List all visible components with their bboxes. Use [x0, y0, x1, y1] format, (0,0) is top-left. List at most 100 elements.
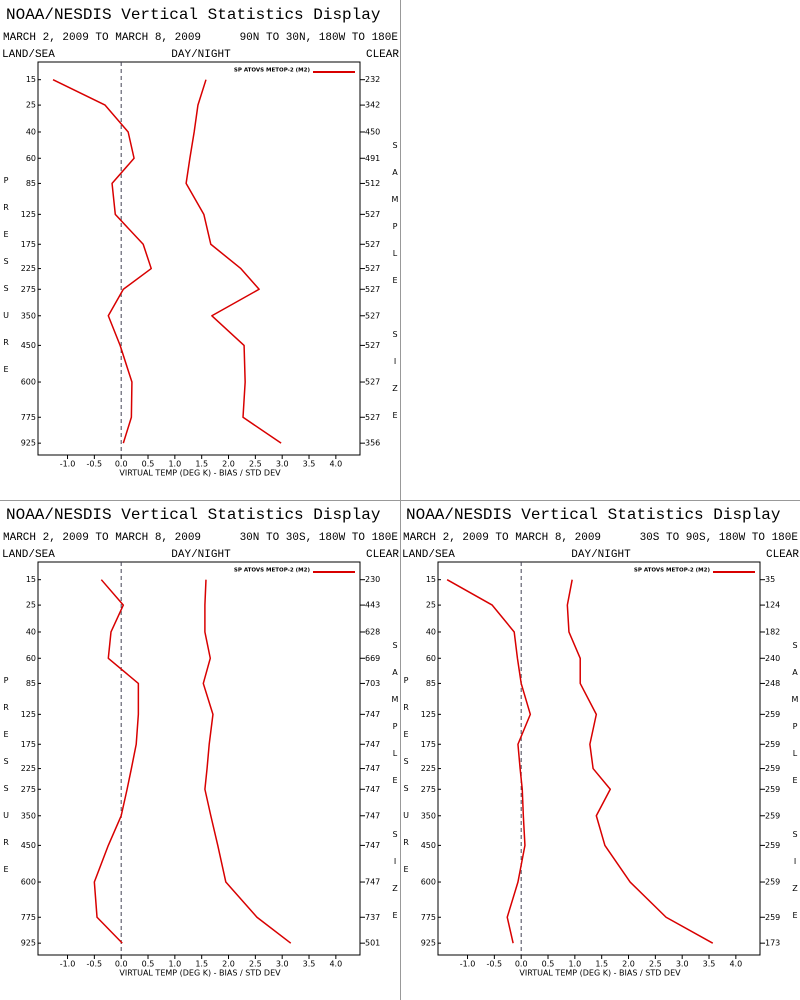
sample-size: 747 [365, 878, 380, 887]
y-tick-label: 25 [426, 601, 436, 610]
y-tick-label: 125 [21, 710, 36, 719]
sample-size: 35 [765, 575, 775, 584]
sample-size: 230 [365, 575, 380, 584]
y-tick-label: 60 [26, 654, 36, 663]
y-tick-label: 40 [426, 627, 436, 636]
y-tick-label: 15 [26, 575, 36, 584]
sample-size: 747 [365, 764, 380, 773]
sample-size: 259 [765, 764, 780, 773]
sample-size: 248 [765, 679, 780, 688]
y-tick-label: 15 [426, 575, 436, 584]
y-tick-label: 775 [21, 413, 36, 422]
y-tick-label: 275 [421, 785, 436, 794]
y-tick-label: 225 [421, 764, 436, 773]
right-axis-label: SAMPLE SIZE [391, 141, 400, 438]
x-tick-label: 2.0 [222, 960, 235, 969]
x-tick-label: 1.5 [195, 960, 208, 969]
sample-size: 527 [365, 378, 380, 387]
y-tick-label: 25 [26, 101, 36, 110]
sample-size: 491 [365, 154, 380, 163]
y-tick-label: 40 [26, 127, 36, 136]
y-tick-label: 40 [26, 627, 36, 636]
sample-size: 703 [365, 679, 380, 688]
x-tick-label: 4.0 [329, 960, 342, 969]
x-axis-label: VIRTUAL TEMP (DEG K) - BIAS / STD DEV [119, 469, 281, 478]
y-tick-label: 275 [21, 785, 36, 794]
x-tick-label: 1.5 [595, 960, 608, 969]
x-tick-label: 3.5 [303, 460, 316, 469]
sample-size: 259 [765, 710, 780, 719]
panel-title: NOAA/NESDIS Vertical Statistics Display [6, 6, 381, 24]
date-range: MARCH 2, 2009 TO MARCH 8, 2009 [3, 532, 201, 544]
x-tick-label: 3.0 [276, 960, 289, 969]
sample-size: 628 [365, 627, 380, 636]
panel: NOAA/NESDIS Vertical Statistics Display M… [2, 506, 400, 977]
x-tick-label: 0.0 [115, 460, 128, 469]
y-tick-label: 60 [426, 654, 436, 663]
profile-line [202, 579, 292, 944]
x-tick-label: 2.5 [649, 960, 662, 969]
y-tick-label: 85 [26, 179, 36, 188]
x-tick-label: 2.0 [622, 960, 635, 969]
y-tick-label: 925 [21, 939, 36, 948]
y-tick-label: 25 [26, 601, 36, 610]
sample-size: 450 [365, 127, 380, 136]
sample-size: 747 [365, 811, 380, 820]
x-tick-label: 2.0 [222, 460, 235, 469]
panel: NOAA/NESDIS Vertical Statistics Display M… [402, 506, 800, 977]
sample-size: 747 [365, 785, 380, 794]
x-tick-label: 0.5 [142, 460, 155, 469]
profile-line [93, 579, 140, 944]
sample-size: 182 [765, 627, 780, 636]
sample-size: 240 [765, 654, 780, 663]
profile-line [566, 579, 714, 944]
x-tick-label: 3.0 [276, 460, 289, 469]
y-tick-label: 225 [21, 264, 36, 273]
sample-size: 259 [765, 785, 780, 794]
x-tick-label: 4.0 [329, 460, 342, 469]
x-tick-label: 1.0 [568, 960, 581, 969]
x-tick-label: 0.5 [542, 960, 555, 969]
x-tick-label: 1.5 [195, 460, 208, 469]
legend-label: SP ATOVS METOP-2 (M2) [234, 68, 311, 74]
sample-size: 527 [365, 341, 380, 350]
y-tick-label: 225 [21, 764, 36, 773]
header-right: CLEAR [366, 49, 399, 61]
panel: NOAA/NESDIS Vertical Statistics Display M… [2, 6, 400, 477]
x-tick-label: 0.5 [142, 960, 155, 969]
x-tick-label: 4.0 [729, 960, 742, 969]
date-range: MARCH 2, 2009 TO MARCH 8, 2009 [403, 532, 601, 544]
sample-size: 527 [365, 311, 380, 320]
panel-title: NOAA/NESDIS Vertical Statistics Display [6, 506, 381, 524]
y-tick-label: 450 [21, 841, 36, 850]
y-tick-label: 60 [26, 154, 36, 163]
y-tick-label: 15 [26, 75, 36, 84]
y-tick-label: 925 [421, 939, 436, 948]
region: 30S TO 90S, 180W TO 180E [640, 532, 799, 544]
sample-size: 232 [365, 75, 380, 84]
sample-size: 259 [765, 841, 780, 850]
y-tick-label: 85 [26, 679, 36, 688]
panel-title: NOAA/NESDIS Vertical Statistics Display [406, 506, 781, 524]
y-tick-label: 350 [421, 811, 436, 820]
y-tick-label: 175 [421, 740, 436, 749]
y-tick-label: 350 [21, 311, 36, 320]
sample-size: 173 [765, 939, 780, 948]
sample-size: 527 [365, 240, 380, 249]
x-tick-label: 1.0 [168, 960, 181, 969]
x-tick-label: -1.0 [60, 960, 76, 969]
sample-size: 747 [365, 740, 380, 749]
x-tick-label: 0.0 [115, 960, 128, 969]
header-left: LAND/SEA [402, 549, 455, 561]
y-tick-label: 450 [421, 841, 436, 850]
right-axis-label: SAMPLE SIZE [791, 641, 800, 938]
sample-size: 443 [365, 601, 380, 610]
y-axis-label: PRESSURE [2, 176, 11, 392]
plot-frame [37, 561, 361, 956]
y-axis-label: PRESSURE [2, 676, 11, 892]
y-tick-label: 85 [426, 679, 436, 688]
sample-size: 259 [765, 811, 780, 820]
header-center: DAY/NIGHT [171, 49, 231, 61]
y-tick-label: 175 [21, 240, 36, 249]
